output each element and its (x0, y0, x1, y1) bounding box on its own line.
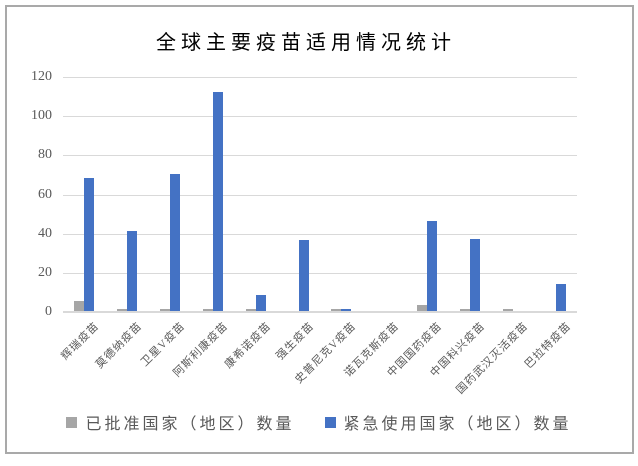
x-axis-line (63, 311, 577, 313)
chart-frame (5, 5, 634, 454)
bar-approved (202, 309, 213, 311)
legend-item-emergency: 紧急使用国家（地区）数量 (324, 410, 572, 434)
bar-emergency (298, 240, 309, 311)
bar-emergency (255, 295, 266, 311)
bar-emergency (127, 231, 138, 311)
bar-emergency (427, 221, 438, 311)
y-axis-tick-label: 20 (38, 264, 52, 280)
gridline (63, 233, 577, 235)
chart-title: 全球主要疫苗适用情况统计 (156, 32, 456, 54)
legend-swatch-approved-icon (66, 416, 78, 428)
bar-emergency (555, 284, 566, 311)
legend-label-approved: 已批准国家（地区）数量 (85, 416, 295, 433)
y-axis-tick-label: 0 (45, 304, 52, 319)
y-axis-tick-label: 40 (38, 225, 52, 241)
legend-label-emergency: 紧急使用国家（地区）数量 (343, 416, 572, 433)
gridline (63, 272, 577, 274)
y-axis-tick-label: 120 (31, 69, 52, 84)
bar-approved (502, 309, 513, 311)
legend: 已批准国家（地区）数量 紧急使用国家（地区）数量 (0, 410, 638, 434)
bar-emergency (212, 92, 223, 311)
bar-approved (160, 309, 171, 311)
bar-emergency (469, 239, 480, 311)
y-axis-tick-label: 100 (31, 108, 52, 124)
gridline (63, 77, 577, 78)
bar-approved (117, 309, 128, 311)
bar-approved (417, 305, 428, 311)
gridline (63, 155, 577, 157)
bar-emergency (84, 178, 95, 311)
bar-emergency (170, 174, 181, 311)
y-axis-tick-label: 80 (38, 147, 52, 163)
bar-emergency (341, 309, 352, 311)
gridline (63, 194, 577, 196)
legend-swatch-emergency-icon (324, 416, 336, 428)
bar-approved (459, 309, 470, 311)
bar-approved (245, 309, 256, 311)
legend-item-approved: 已批准国家（地区）数量 (66, 410, 294, 434)
y-axis-tick-label: 60 (38, 186, 52, 202)
gridline (63, 116, 577, 118)
bar-approved (331, 309, 342, 311)
bar-approved (74, 301, 85, 311)
